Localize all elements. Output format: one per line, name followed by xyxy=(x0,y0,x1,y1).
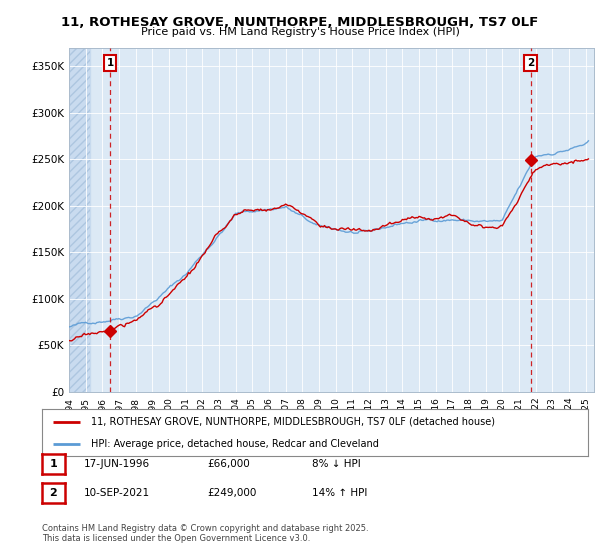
Text: Price paid vs. HM Land Registry's House Price Index (HPI): Price paid vs. HM Land Registry's House … xyxy=(140,27,460,37)
Text: Contains HM Land Registry data © Crown copyright and database right 2025.
This d: Contains HM Land Registry data © Crown c… xyxy=(42,524,368,543)
Text: £66,000: £66,000 xyxy=(207,459,250,469)
Text: 8% ↓ HPI: 8% ↓ HPI xyxy=(312,459,361,469)
Text: 2: 2 xyxy=(50,488,57,498)
Bar xyxy=(69,48,90,392)
Text: 1: 1 xyxy=(50,459,57,469)
Text: 1: 1 xyxy=(106,58,113,68)
Text: £249,000: £249,000 xyxy=(207,488,256,498)
Text: 17-JUN-1996: 17-JUN-1996 xyxy=(84,459,150,469)
Text: 14% ↑ HPI: 14% ↑ HPI xyxy=(312,488,367,498)
Text: 2: 2 xyxy=(527,58,534,68)
Text: 11, ROTHESAY GROVE, NUNTHORPE, MIDDLESBROUGH, TS7 0LF (detached house): 11, ROTHESAY GROVE, NUNTHORPE, MIDDLESBR… xyxy=(91,417,495,427)
Text: 11, ROTHESAY GROVE, NUNTHORPE, MIDDLESBROUGH, TS7 0LF: 11, ROTHESAY GROVE, NUNTHORPE, MIDDLESBR… xyxy=(61,16,539,29)
Bar xyxy=(69,48,90,392)
Text: 10-SEP-2021: 10-SEP-2021 xyxy=(84,488,150,498)
Text: HPI: Average price, detached house, Redcar and Cleveland: HPI: Average price, detached house, Redc… xyxy=(91,438,379,449)
